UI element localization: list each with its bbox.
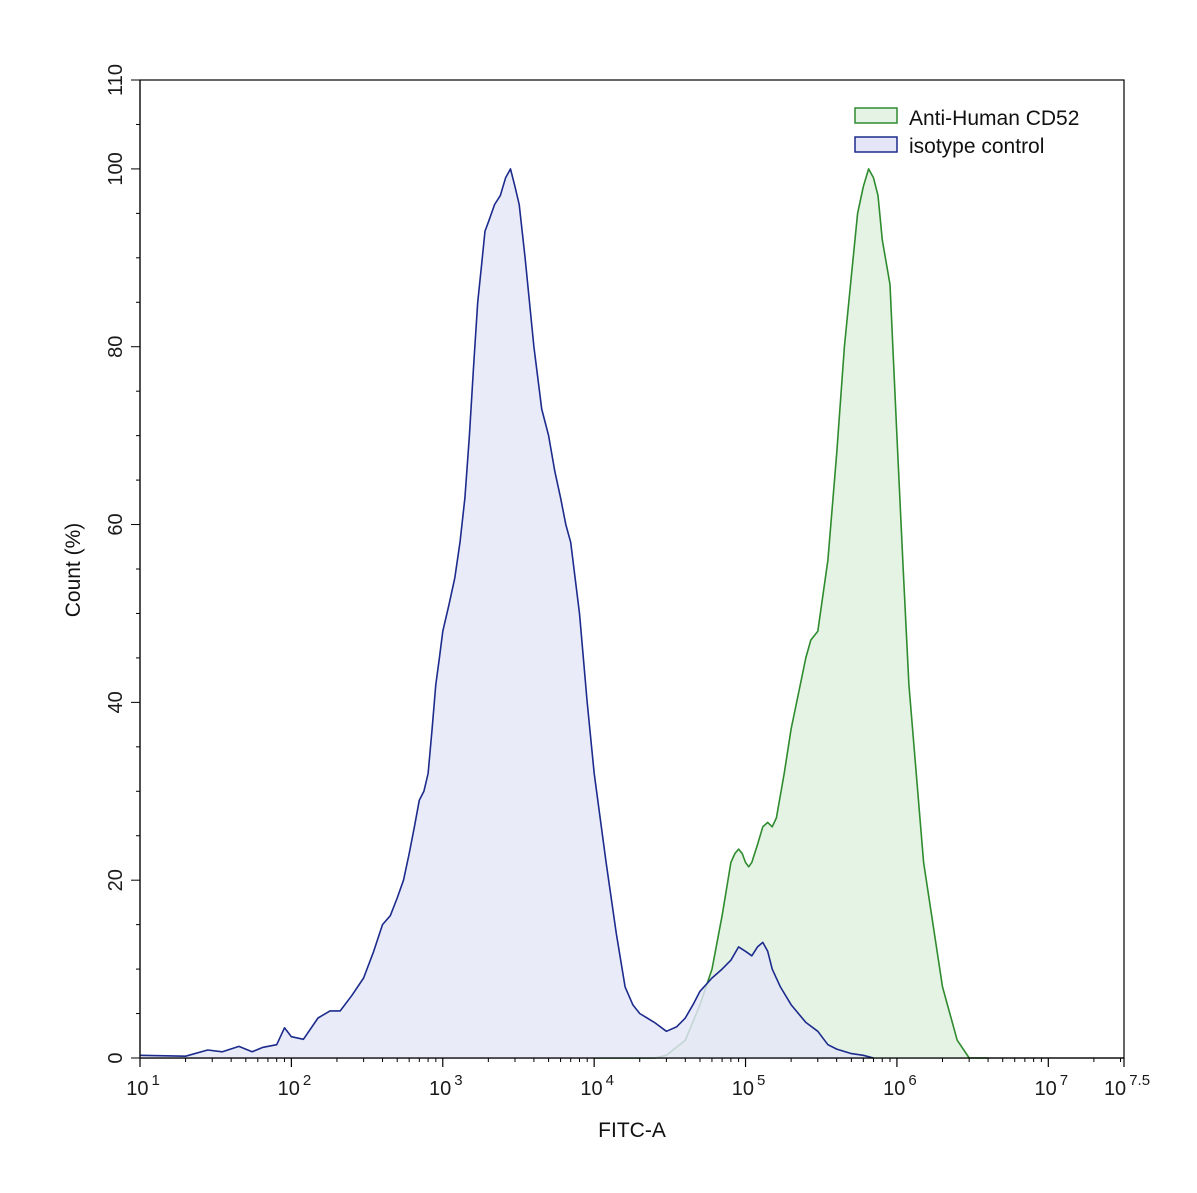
x-axis-title: FITC-A <box>598 1119 666 1142</box>
y-tick-label: 40 <box>105 691 127 713</box>
y-axis: 0 20 40 60 80 100 110 <box>105 64 141 1064</box>
series-layer <box>139 168 989 1059</box>
y-tick-label: 0 <box>105 1052 127 1063</box>
legend: Anti-Human CD52 isotype control <box>854 107 1079 158</box>
x-tick-label: 10 3 <box>429 1072 463 1100</box>
series-line-isotype-control <box>139 168 874 1059</box>
y-tick-label: 110 <box>105 64 127 96</box>
series-area-anti-human-cd52 <box>594 168 989 1058</box>
legend-swatch-anti-human-cd52 <box>854 107 898 124</box>
legend-label-isotype-control: isotype control <box>909 135 1044 158</box>
x-tick-label: 10 7 <box>1035 1072 1069 1100</box>
y-axis-title: Count (%) <box>62 523 85 618</box>
y-tick-label: 60 <box>105 513 127 535</box>
y-tick-label: 80 <box>105 336 127 358</box>
series-line-anti-human-cd52 <box>594 168 989 1059</box>
x-tick-label: 10 7.5 <box>1104 1072 1150 1100</box>
series-area-isotype-control <box>140 168 874 1058</box>
y-tick-label: 100 <box>105 152 127 185</box>
legend-swatch-isotype-control <box>854 136 898 153</box>
x-axis: 10 1 10 2 10 3 10 4 10 5 10 6 10 7 10 7.5 <box>126 1057 1150 1100</box>
x-tick-label: 10 5 <box>732 1072 766 1100</box>
y-tick-label: 20 <box>105 869 127 891</box>
plot-frame <box>139 79 1125 1059</box>
legend-label-anti-human-cd52: Anti-Human CD52 <box>909 107 1079 130</box>
x-tick-label: 10 1 <box>126 1072 160 1100</box>
x-tick-label: 10 6 <box>883 1072 917 1100</box>
x-tick-label: 10 2 <box>278 1072 312 1100</box>
x-tick-label: 10 4 <box>580 1072 614 1100</box>
